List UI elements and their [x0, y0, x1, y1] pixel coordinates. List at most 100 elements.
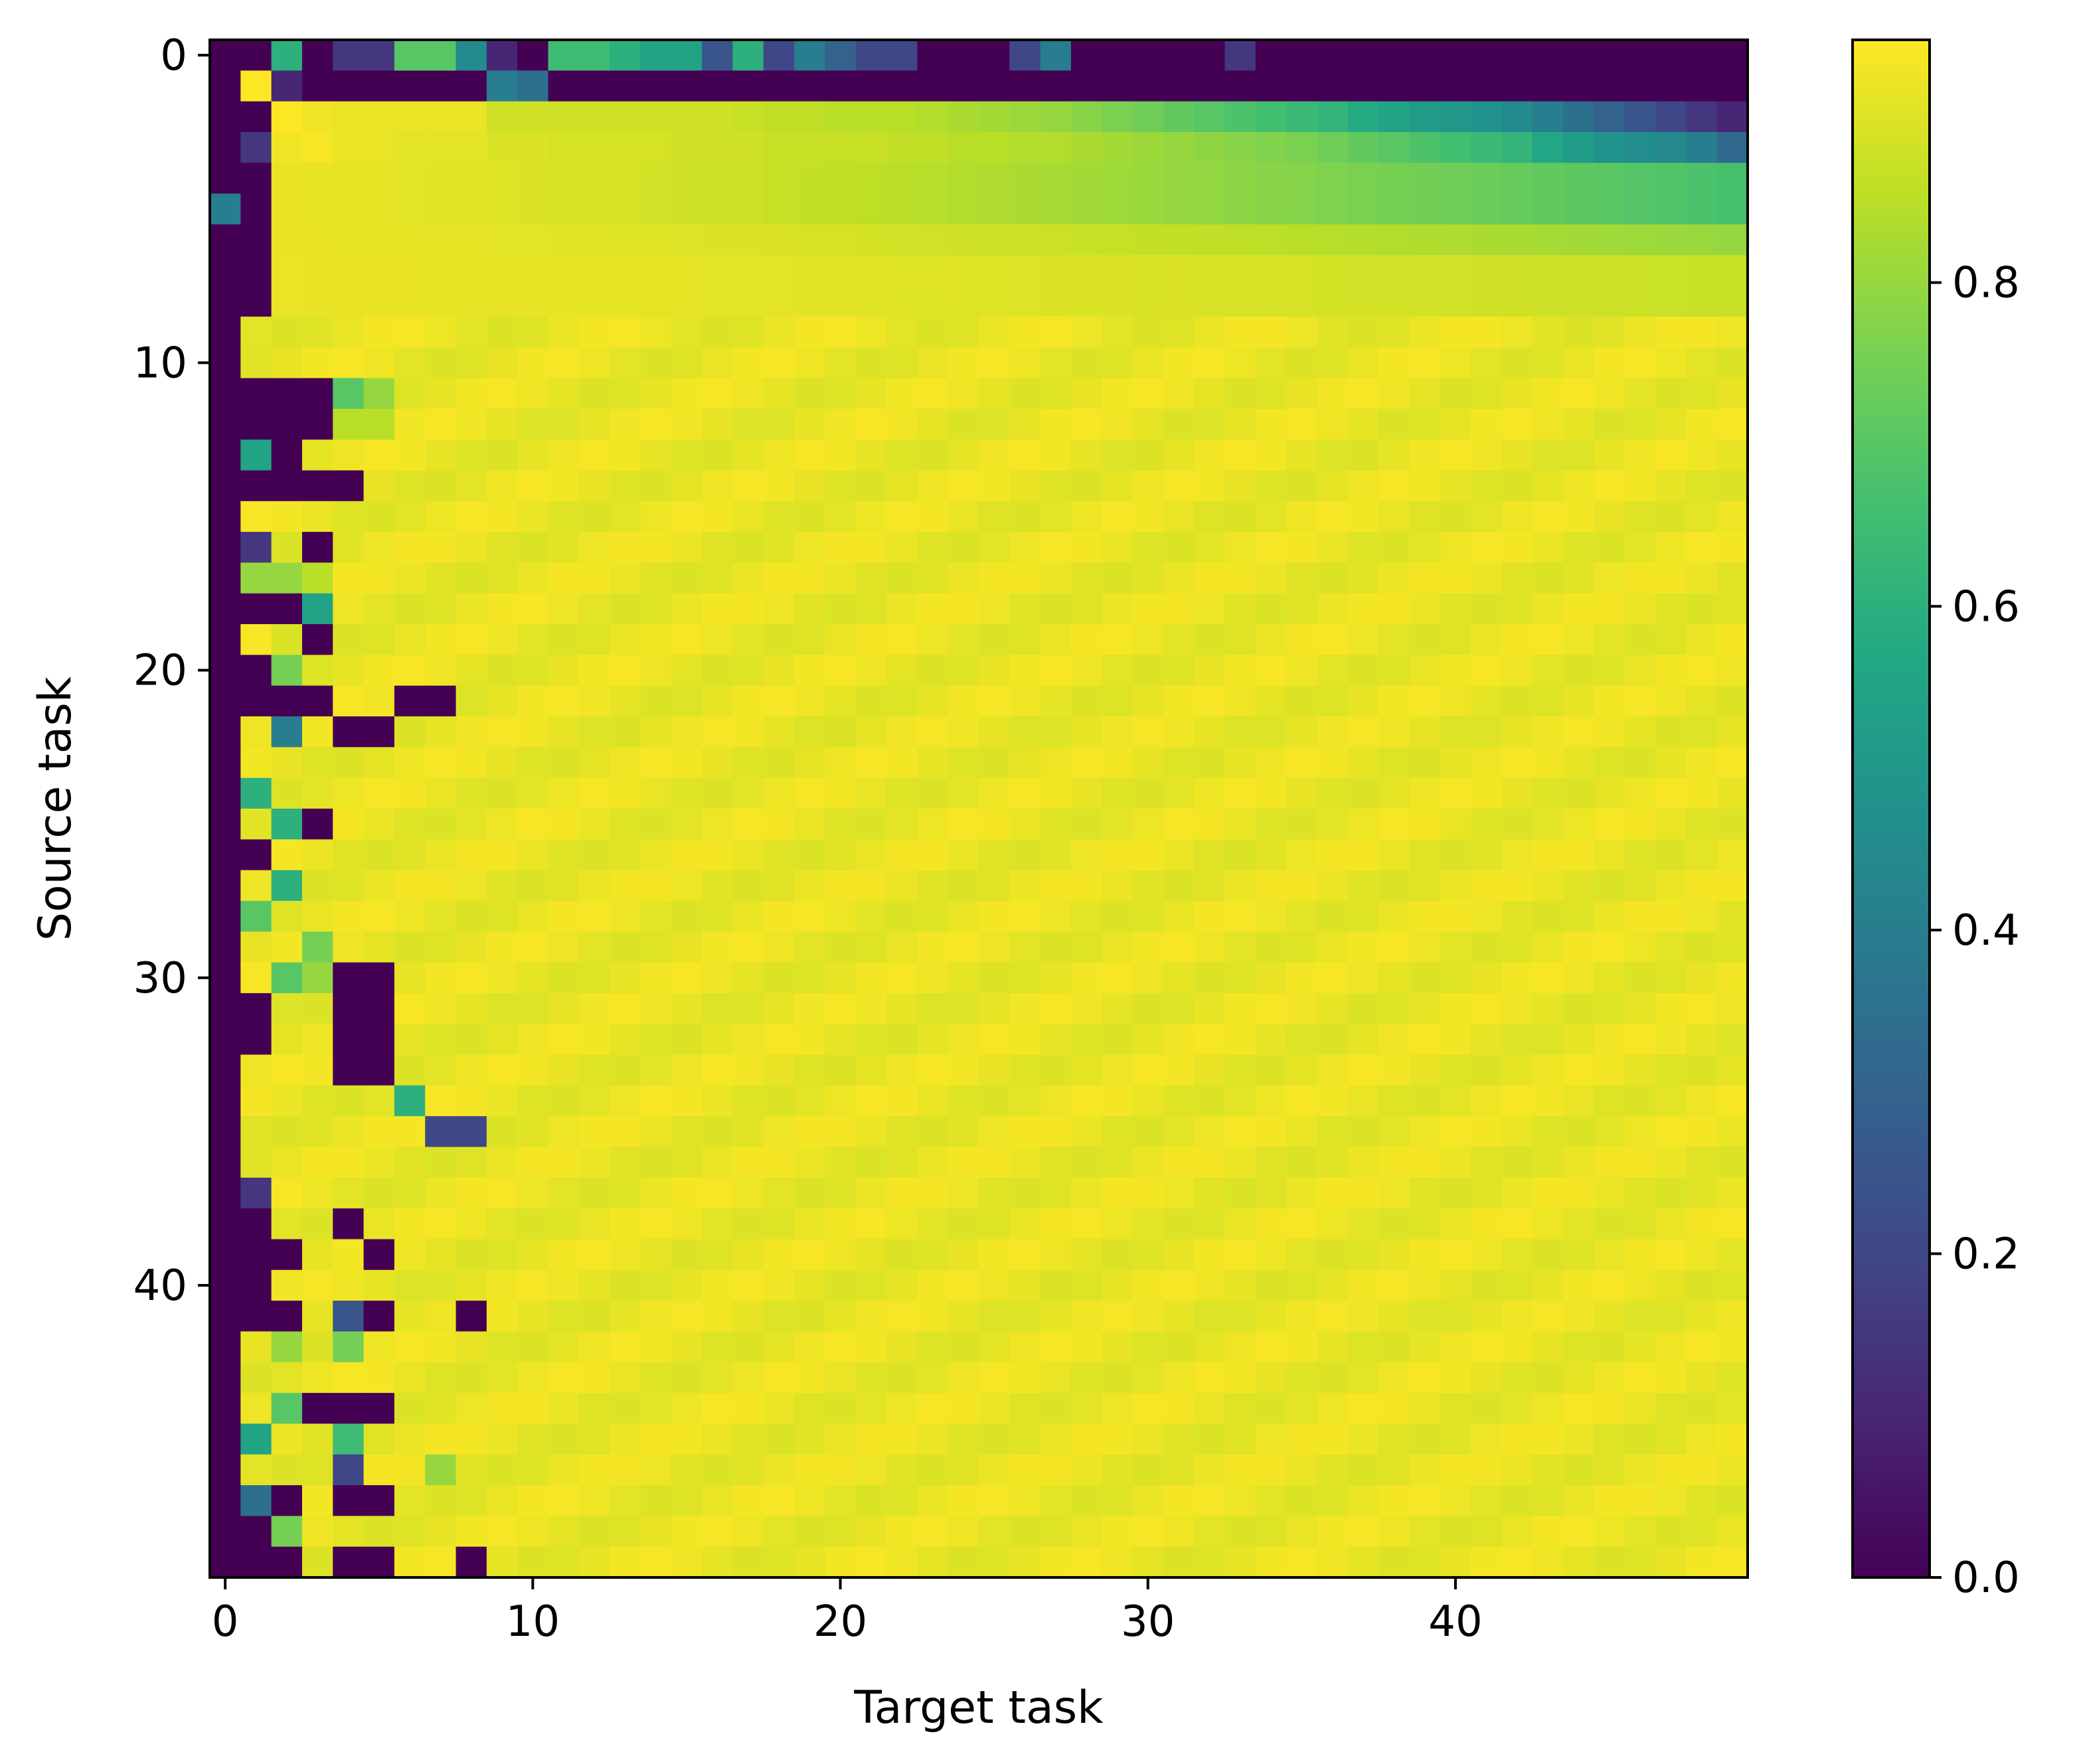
heatmap-cell: [1255, 931, 1287, 963]
heatmap-cell: [794, 900, 825, 932]
heatmap-cell: [1163, 1393, 1195, 1424]
heatmap-cell: [1040, 101, 1072, 133]
heatmap-cell: [1163, 163, 1195, 195]
heatmap-cell: [1132, 777, 1164, 809]
heatmap-cell: [486, 1454, 518, 1486]
heatmap-cell: [1716, 624, 1748, 655]
heatmap-cell: [794, 962, 825, 994]
heatmap-cell: [948, 1269, 979, 1301]
heatmap-cell: [794, 870, 825, 902]
heatmap-cell: [640, 316, 672, 348]
heatmap-cell: [1224, 931, 1256, 963]
heatmap-cell: [1655, 716, 1687, 748]
heatmap-cell: [1378, 685, 1410, 717]
heatmap-cell: [1286, 193, 1318, 225]
heatmap-cell: [640, 900, 672, 932]
heatmap-cell: [1594, 1054, 1625, 1086]
heatmap-cell: [1040, 1085, 1072, 1117]
heatmap-cell: [794, 1085, 825, 1117]
heatmap-cell: [855, 1516, 887, 1548]
heatmap-cell: [610, 716, 641, 748]
heatmap-cell: [1440, 285, 1471, 317]
heatmap-cell: [1132, 562, 1164, 594]
heatmap-cell: [979, 993, 1010, 1024]
heatmap-cell: [486, 716, 518, 748]
heatmap-cell: [1009, 255, 1041, 287]
heatmap-cell: [210, 1208, 241, 1240]
heatmap-cell: [671, 40, 703, 71]
heatmap-cell: [1347, 747, 1379, 779]
heatmap-cell: [763, 101, 795, 133]
heatmap-cell: [671, 993, 703, 1024]
heatmap-cell: [1532, 501, 1564, 532]
heatmap-cell: [855, 1362, 887, 1394]
heatmap-cell: [1286, 1239, 1318, 1271]
heatmap-cell: [671, 655, 703, 686]
heatmap-cell: [855, 255, 887, 287]
heatmap-cell: [425, 1423, 457, 1455]
heatmap-cell: [1040, 285, 1072, 317]
heatmap-cell: [394, 624, 426, 655]
heatmap-cell: [671, 593, 703, 625]
heatmap-cell: [517, 1516, 549, 1548]
heatmap-cell: [1224, 809, 1256, 840]
heatmap-cell: [578, 378, 610, 410]
heatmap-cell: [1317, 1301, 1349, 1332]
heatmap-cell: [271, 1024, 303, 1056]
heatmap-cell: [702, 255, 734, 287]
heatmap-cell: [578, 809, 610, 840]
heatmap-cell: [1716, 685, 1748, 717]
heatmap-cell: [948, 1454, 979, 1486]
heatmap-cell: [886, 501, 918, 532]
heatmap-cell: [1686, 931, 1718, 963]
heatmap-cell: [1255, 685, 1287, 717]
heatmap-cell: [271, 40, 303, 71]
heatmap-cell: [1286, 809, 1318, 840]
heatmap-cell: [1224, 224, 1256, 256]
heatmap-cell: [640, 193, 672, 225]
heatmap-cell: [394, 716, 426, 748]
heatmap-cell: [517, 1177, 549, 1209]
heatmap-cell: [210, 624, 241, 655]
heatmap-cell: [1070, 224, 1102, 256]
heatmap-cell: [394, 285, 426, 317]
heatmap-cell: [1532, 224, 1564, 256]
heatmap-cell: [1040, 1054, 1072, 1086]
heatmap-cell: [1317, 347, 1349, 379]
heatmap-cell: [1624, 1269, 1656, 1301]
heatmap-cell: [886, 747, 918, 779]
heatmap-cell: [456, 1269, 487, 1301]
heatmap-cell: [610, 809, 641, 840]
heatmap-cell: [1532, 1362, 1564, 1394]
heatmap-cell: [1286, 1485, 1318, 1516]
heatmap-cell: [855, 1485, 887, 1516]
heatmap-cell: [763, 1393, 795, 1424]
heatmap-cell: [1194, 931, 1226, 963]
heatmap-cell: [1594, 378, 1625, 410]
heatmap-cell: [1070, 193, 1102, 225]
heatmap-cell: [917, 1423, 949, 1455]
heatmap-cell: [1194, 101, 1226, 133]
heatmap-cell: [825, 1393, 857, 1424]
heatmap-cell: [702, 900, 734, 932]
heatmap-cell: [979, 470, 1010, 502]
heatmap-cell: [640, 1177, 672, 1209]
heatmap-cell: [1471, 501, 1503, 532]
heatmap-cell: [886, 1054, 918, 1086]
heatmap-cell: [671, 532, 703, 564]
heatmap-cell: [240, 70, 272, 102]
heatmap-cell: [1132, 1024, 1164, 1056]
heatmap-cell: [1594, 809, 1625, 840]
heatmap-cell: [1255, 501, 1287, 532]
heatmap-cell: [1132, 1393, 1164, 1424]
heatmap-cell: [1563, 870, 1594, 902]
heatmap-cell: [210, 870, 241, 902]
heatmap-cell: [1532, 1177, 1564, 1209]
heatmap-cell: [825, 1331, 857, 1363]
heatmap-cell: [1686, 131, 1718, 163]
heatmap-cell: [640, 839, 672, 871]
heatmap-cell: [486, 593, 518, 625]
heatmap-cell: [1317, 624, 1349, 655]
heatmap-cell: [1224, 1423, 1256, 1455]
heatmap-cell: [917, 1239, 949, 1271]
